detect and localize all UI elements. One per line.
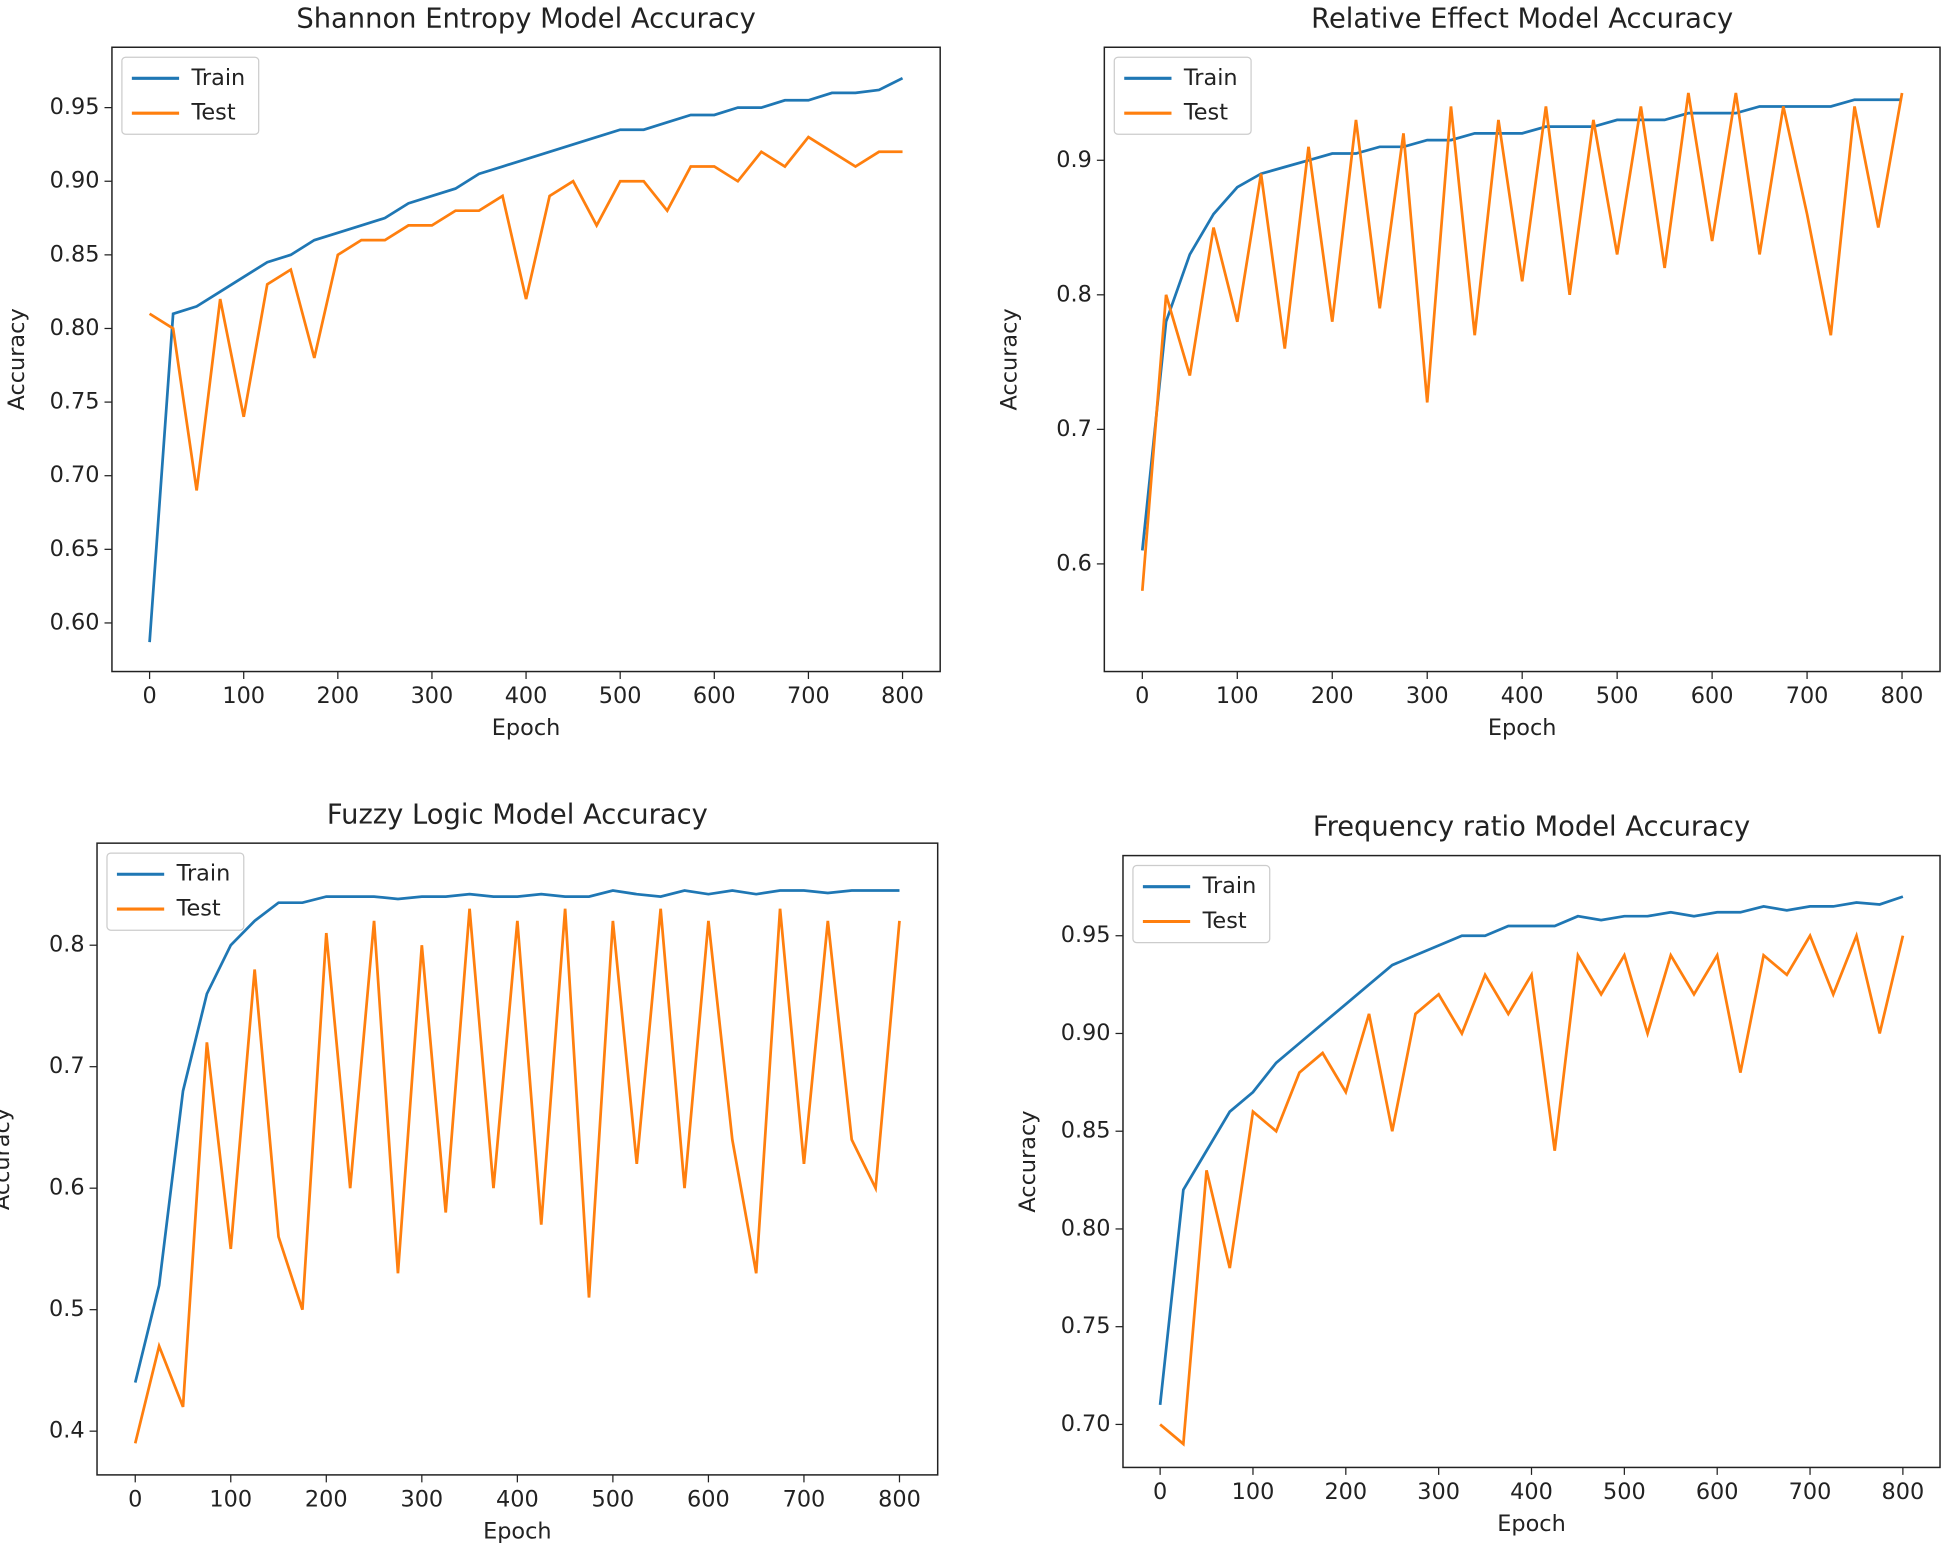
x-tick-label: 0 <box>142 683 156 709</box>
x-tick-label: 800 <box>881 683 924 709</box>
x-tick-label: 300 <box>1406 683 1449 709</box>
data-line <box>133 889 900 1383</box>
y-axis-label: Accuracy <box>1015 1110 1041 1212</box>
legend-label: Test <box>191 100 236 126</box>
y-axis-label: Accuracy <box>0 1108 15 1210</box>
x-tick-label: 500 <box>599 683 642 709</box>
x-axis-label: Epoch <box>1497 1511 1566 1537</box>
y-tick-label: 0.6 <box>49 1175 85 1201</box>
y-tick-label: 0.90 <box>1061 1020 1111 1046</box>
x-tick-label: 400 <box>1510 1479 1553 1505</box>
y-tick-label: 0.80 <box>1061 1215 1111 1241</box>
plot-frame <box>1122 854 1941 1469</box>
x-tick-label: 800 <box>1882 1479 1925 1505</box>
x-tick-label: 200 <box>316 683 359 709</box>
y-tick-label: 0.95 <box>1061 922 1111 948</box>
y-tick-label: 0.5 <box>49 1296 85 1322</box>
data-line <box>133 908 901 1444</box>
x-tick-label: 600 <box>687 1486 730 1512</box>
x-tick-label: 100 <box>1216 683 1259 709</box>
y-axis-label: Accuracy <box>996 308 1022 410</box>
x-tick-label: 0 <box>1153 1479 1167 1505</box>
y-axis-label: Accuracy <box>4 308 30 410</box>
y-tick-label: 0.85 <box>50 241 100 267</box>
legend-box <box>1132 864 1271 944</box>
legend-label: Train <box>1183 65 1238 91</box>
x-tick-label: 500 <box>592 1486 635 1512</box>
x-tick-label: 100 <box>222 683 265 709</box>
y-tick-label: 0.8 <box>1056 281 1092 307</box>
y-tick-label: 0.75 <box>1061 1313 1111 1339</box>
y-tick-label: 0.8 <box>49 932 85 958</box>
x-tick-label: 300 <box>400 1486 443 1512</box>
x-tick-label: 0 <box>1135 683 1149 709</box>
y-tick-label: 0.70 <box>50 462 100 488</box>
y-tick-label: 0.95 <box>50 94 100 120</box>
plot-frame <box>1103 46 1941 673</box>
legend-box <box>1113 56 1252 135</box>
x-tick-label: 300 <box>1417 1479 1460 1505</box>
x-tick-label: 700 <box>783 1486 826 1512</box>
y-tick-label: 0.7 <box>49 1053 85 1079</box>
y-tick-label: 0.9 <box>1056 147 1092 173</box>
y-tick-label: 0.70 <box>1061 1411 1111 1437</box>
x-tick-label: 100 <box>209 1486 252 1512</box>
y-tick-label: 0.60 <box>50 609 100 635</box>
x-tick-label: 500 <box>1596 683 1639 709</box>
x-tick-label: 100 <box>1232 1479 1275 1505</box>
x-tick-label: 200 <box>1324 1479 1367 1505</box>
x-tick-label: 600 <box>1691 683 1734 709</box>
x-tick-label: 800 <box>1881 683 1924 709</box>
legend-label: Test <box>1202 908 1247 934</box>
data-line <box>148 135 903 491</box>
x-axis-label: Epoch <box>483 1519 552 1545</box>
data-line <box>1159 931 1905 1447</box>
x-tick-label: 700 <box>1789 1479 1832 1505</box>
legend-label: Test <box>176 896 221 922</box>
x-tick-label: 600 <box>693 683 736 709</box>
chart-title: Relative Effect Model Accuracy <box>1311 3 1733 34</box>
legend-label: Test <box>1183 100 1228 126</box>
x-tick-label: 400 <box>496 1486 539 1512</box>
x-axis-label: Epoch <box>492 715 561 741</box>
legend-box <box>121 56 260 135</box>
plot-frame <box>96 842 939 1476</box>
y-tick-label: 0.4 <box>49 1418 85 1444</box>
y-tick-label: 0.90 <box>50 168 100 194</box>
x-tick-label: 500 <box>1603 1479 1646 1505</box>
x-axis-label: Epoch <box>1488 715 1557 741</box>
y-tick-label: 0.85 <box>1061 1118 1111 1144</box>
data-line <box>1140 92 1904 591</box>
x-tick-label: 0 <box>128 1486 142 1512</box>
x-tick-label: 600 <box>1696 1479 1739 1505</box>
x-tick-label: 400 <box>505 683 548 709</box>
x-tick-label: 200 <box>1311 683 1354 709</box>
chart-title: Fuzzy Logic Model Accuracy <box>327 799 708 830</box>
x-tick-label: 800 <box>878 1486 921 1512</box>
data-line <box>1140 98 1903 551</box>
legend-label: Train <box>191 65 246 91</box>
y-tick-label: 0.6 <box>1056 550 1092 576</box>
x-tick-label: 700 <box>1786 683 1829 709</box>
data-line <box>148 76 904 643</box>
chart-title: Shannon Entropy Model Accuracy <box>296 3 755 34</box>
x-tick-label: 700 <box>787 683 830 709</box>
y-tick-label: 0.7 <box>1056 416 1092 442</box>
y-tick-label: 0.65 <box>50 536 100 562</box>
x-tick-label: 400 <box>1501 683 1544 709</box>
legend-label: Train <box>176 861 231 887</box>
y-tick-label: 0.75 <box>50 389 100 415</box>
y-tick-label: 0.80 <box>50 315 100 341</box>
plot-frame <box>111 46 941 673</box>
chart-title: Frequency ratio Model Accuracy <box>1313 812 1750 843</box>
x-tick-label: 300 <box>411 683 454 709</box>
data-line <box>1158 895 1904 1406</box>
legend-label: Train <box>1202 873 1257 899</box>
legend-box <box>106 852 245 931</box>
x-tick-label: 200 <box>305 1486 348 1512</box>
